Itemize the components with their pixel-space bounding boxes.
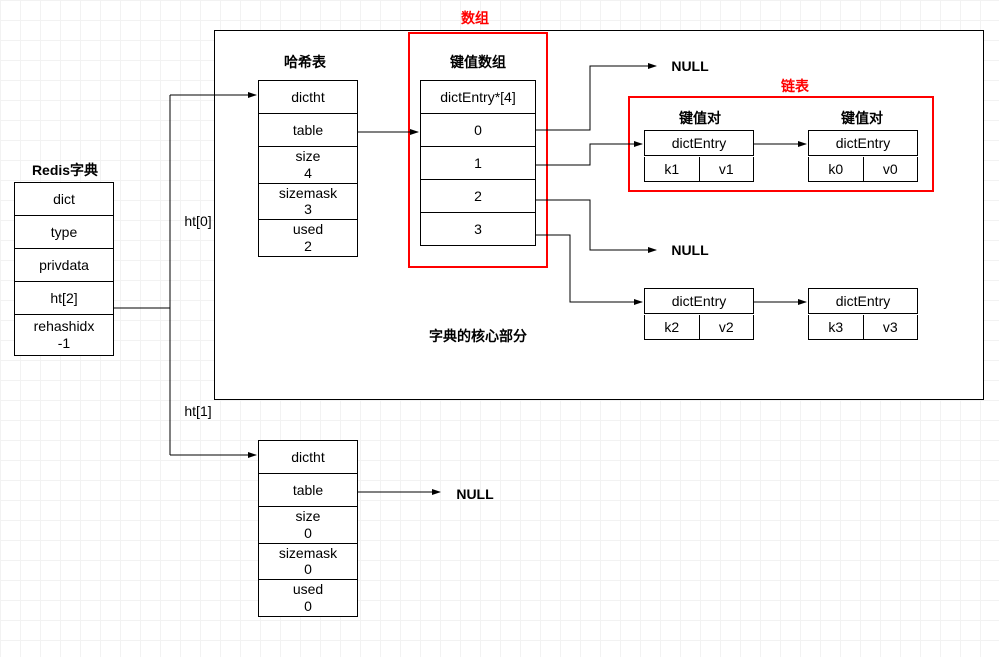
dictht0-row: used2 bbox=[259, 220, 357, 256]
dict-row-ht2: ht[2] bbox=[15, 282, 113, 315]
null-0: NULL bbox=[660, 58, 720, 74]
dictht1-row: dictht bbox=[259, 441, 357, 474]
array-title: 数组 bbox=[445, 8, 505, 28]
dictht0-struct: dictht table size4 sizemask3 used2 bbox=[258, 80, 358, 257]
dictht0-row: dictht bbox=[259, 81, 357, 114]
entry4-v: v3 bbox=[864, 315, 918, 339]
dictht1-row: size0 bbox=[259, 507, 357, 544]
dict-row: rehashidx -1 bbox=[15, 315, 113, 355]
dictht1-row: used0 bbox=[259, 580, 357, 616]
dictht0-row: size4 bbox=[259, 147, 357, 184]
dictht0-row: sizemask3 bbox=[259, 184, 357, 221]
ht0-label: ht[0] bbox=[178, 213, 218, 229]
array-red-box bbox=[408, 32, 548, 268]
entry3-k: k2 bbox=[645, 315, 700, 339]
dict-struct: dict type privdata ht[2] rehashidx -1 bbox=[14, 182, 114, 356]
redis-dict-title: Redis字典 bbox=[20, 160, 110, 180]
dictht0-row-table: table bbox=[259, 114, 357, 147]
entry3-v: v2 bbox=[700, 315, 754, 339]
null-ht1: NULL bbox=[445, 486, 505, 502]
dict-row: dict bbox=[15, 183, 113, 216]
dictht1-row: sizemask0 bbox=[259, 544, 357, 581]
entry4-k: k3 bbox=[809, 315, 864, 339]
linked-list-title: 链表 bbox=[770, 76, 820, 96]
hash-table-title: 哈希表 bbox=[270, 52, 340, 72]
diagram-canvas: Redis字典 dict type privdata ht[2] rehashi… bbox=[0, 0, 999, 657]
dict-row: privdata bbox=[15, 249, 113, 282]
linked-list-red-box bbox=[628, 96, 934, 192]
dictht1-row-table: table bbox=[259, 474, 357, 507]
entry4-kv: k3 v3 bbox=[808, 315, 918, 340]
null-2: NULL bbox=[660, 242, 720, 258]
entry4-head: dictEntry bbox=[808, 288, 918, 314]
core-part-label: 字典的核心部分 bbox=[398, 326, 558, 346]
dict-row: type bbox=[15, 216, 113, 249]
dictht1-struct: dictht table size0 sizemask0 used0 bbox=[258, 440, 358, 617]
entry3-head: dictEntry bbox=[644, 288, 754, 314]
entry3-kv: k2 v2 bbox=[644, 315, 754, 340]
ht1-label: ht[1] bbox=[178, 403, 218, 419]
